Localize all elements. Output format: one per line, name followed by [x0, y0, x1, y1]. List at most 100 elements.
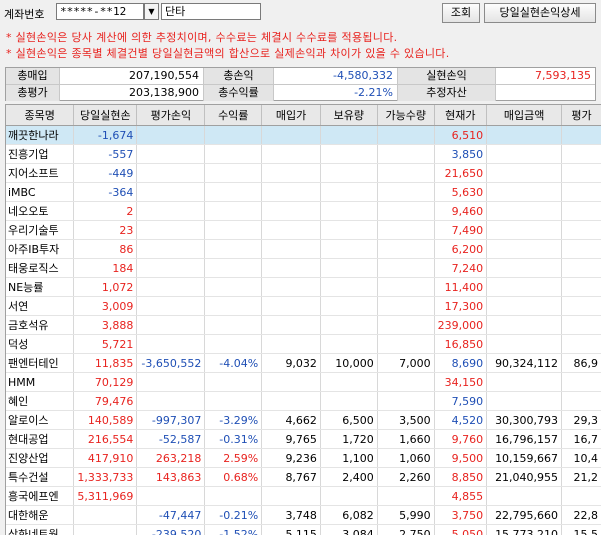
stock-name-cell: NE능률 — [6, 278, 74, 297]
stock-name-cell: 지어소프트 — [6, 164, 74, 183]
buy-price-cell — [262, 335, 321, 354]
stock-name-cell: 진흥기업 — [6, 145, 74, 164]
return-rate-cell — [205, 126, 262, 145]
notice-line-2: * 실현손익은 종목별 체결건별 당일실현금액의 합산으로 실제손익과 차이가 … — [6, 45, 450, 61]
col-eval-pl-header[interactable]: 평가손익 — [137, 105, 205, 126]
return-rate-cell — [205, 335, 262, 354]
eval-pl-cell — [137, 392, 205, 411]
eval-amount-cell — [562, 335, 601, 354]
eval-amount-cell — [562, 240, 601, 259]
search-button[interactable]: 조회 — [442, 3, 480, 23]
return-rate-cell — [205, 297, 262, 316]
available-qty-cell — [377, 183, 434, 202]
eval-pl-cell — [137, 487, 205, 506]
available-qty-cell — [377, 126, 434, 145]
current-price-cell: 11,400 — [434, 278, 487, 297]
stock-name-cell: 혜인 — [6, 392, 74, 411]
holding-qty-cell — [320, 259, 377, 278]
realized-detail-button[interactable]: 당일실현손익상세 — [484, 3, 596, 23]
buy-amount-cell — [487, 259, 562, 278]
account-dropdown-button[interactable]: ▼ — [144, 3, 159, 20]
col-current-price-header[interactable]: 현재가 — [434, 105, 487, 126]
current-price-cell: 5,050 — [434, 525, 487, 535]
buy-amount-cell — [487, 126, 562, 145]
eval-pl-cell — [137, 316, 205, 335]
available-qty-cell — [377, 278, 434, 297]
col-eval-amount-header[interactable]: 평가 — [562, 105, 601, 126]
eval-pl-cell: -52,587 — [137, 430, 205, 449]
available-qty-cell — [377, 145, 434, 164]
eval-amount-cell: 22,8 — [562, 506, 601, 525]
eval-amount-cell — [562, 278, 601, 297]
available-qty-cell: 5,990 — [377, 506, 434, 525]
holding-qty-cell — [320, 335, 377, 354]
realized-pl-cell — [74, 506, 137, 525]
current-price-cell: 17,300 — [434, 297, 487, 316]
buy-price-cell — [262, 202, 321, 221]
current-price-cell: 3,850 — [434, 145, 487, 164]
buy-price-cell — [262, 183, 321, 202]
available-qty-cell — [377, 373, 434, 392]
eval-pl-cell — [137, 259, 205, 278]
return-rate-cell: 0.68% — [205, 468, 262, 487]
account-number-input[interactable]: *****-**12 — [56, 3, 144, 20]
buy-amount-cell — [487, 278, 562, 297]
col-holding-qty-header[interactable]: 보유량 — [320, 105, 377, 126]
eval-amount-cell — [562, 297, 601, 316]
notice-line-1: * 실현손익은 당사 계산에 의한 추정치이며, 수수료는 체결시 수수료를 적… — [6, 29, 397, 45]
col-buy-price-header[interactable]: 매입가 — [262, 105, 321, 126]
col-return-rate-header[interactable]: 수익률 — [205, 105, 262, 126]
return-rate-cell — [205, 221, 262, 240]
col-stock-name-header[interactable]: 종목명 — [6, 105, 74, 126]
holding-qty-cell — [320, 145, 377, 164]
realized-pl-cell: 3,888 — [74, 316, 137, 335]
current-price-cell: 6,200 — [434, 240, 487, 259]
col-realized-pl-header[interactable]: 당일실현손 — [74, 105, 137, 126]
eval-amount-cell: 86,9 — [562, 354, 601, 373]
eval-amount-cell — [562, 164, 601, 183]
buy-price-cell — [262, 240, 321, 259]
total-buy-value: 207,190,554 — [60, 68, 204, 84]
current-price-cell: 7,240 — [434, 259, 487, 278]
stock-name-cell: 우리기술투 — [6, 221, 74, 240]
buy-price-cell — [262, 278, 321, 297]
buy-amount-cell: 16,796,157 — [487, 430, 562, 449]
buy-price-cell: 9,032 — [262, 354, 321, 373]
realized-label: 실현손익 — [398, 68, 496, 84]
available-qty-cell — [377, 164, 434, 183]
col-buy-amount-header[interactable]: 매입금액 — [487, 105, 562, 126]
available-qty-cell — [377, 259, 434, 278]
eval-pl-cell — [137, 183, 205, 202]
current-price-cell: 34,150 — [434, 373, 487, 392]
col-available-qty-header[interactable]: 가능수량 — [377, 105, 434, 126]
buy-amount-cell — [487, 335, 562, 354]
return-rate-cell: -0.31% — [205, 430, 262, 449]
return-rate-cell — [205, 259, 262, 278]
return-rate-cell: 2.59% — [205, 449, 262, 468]
holding-qty-cell — [320, 202, 377, 221]
available-qty-cell — [377, 316, 434, 335]
